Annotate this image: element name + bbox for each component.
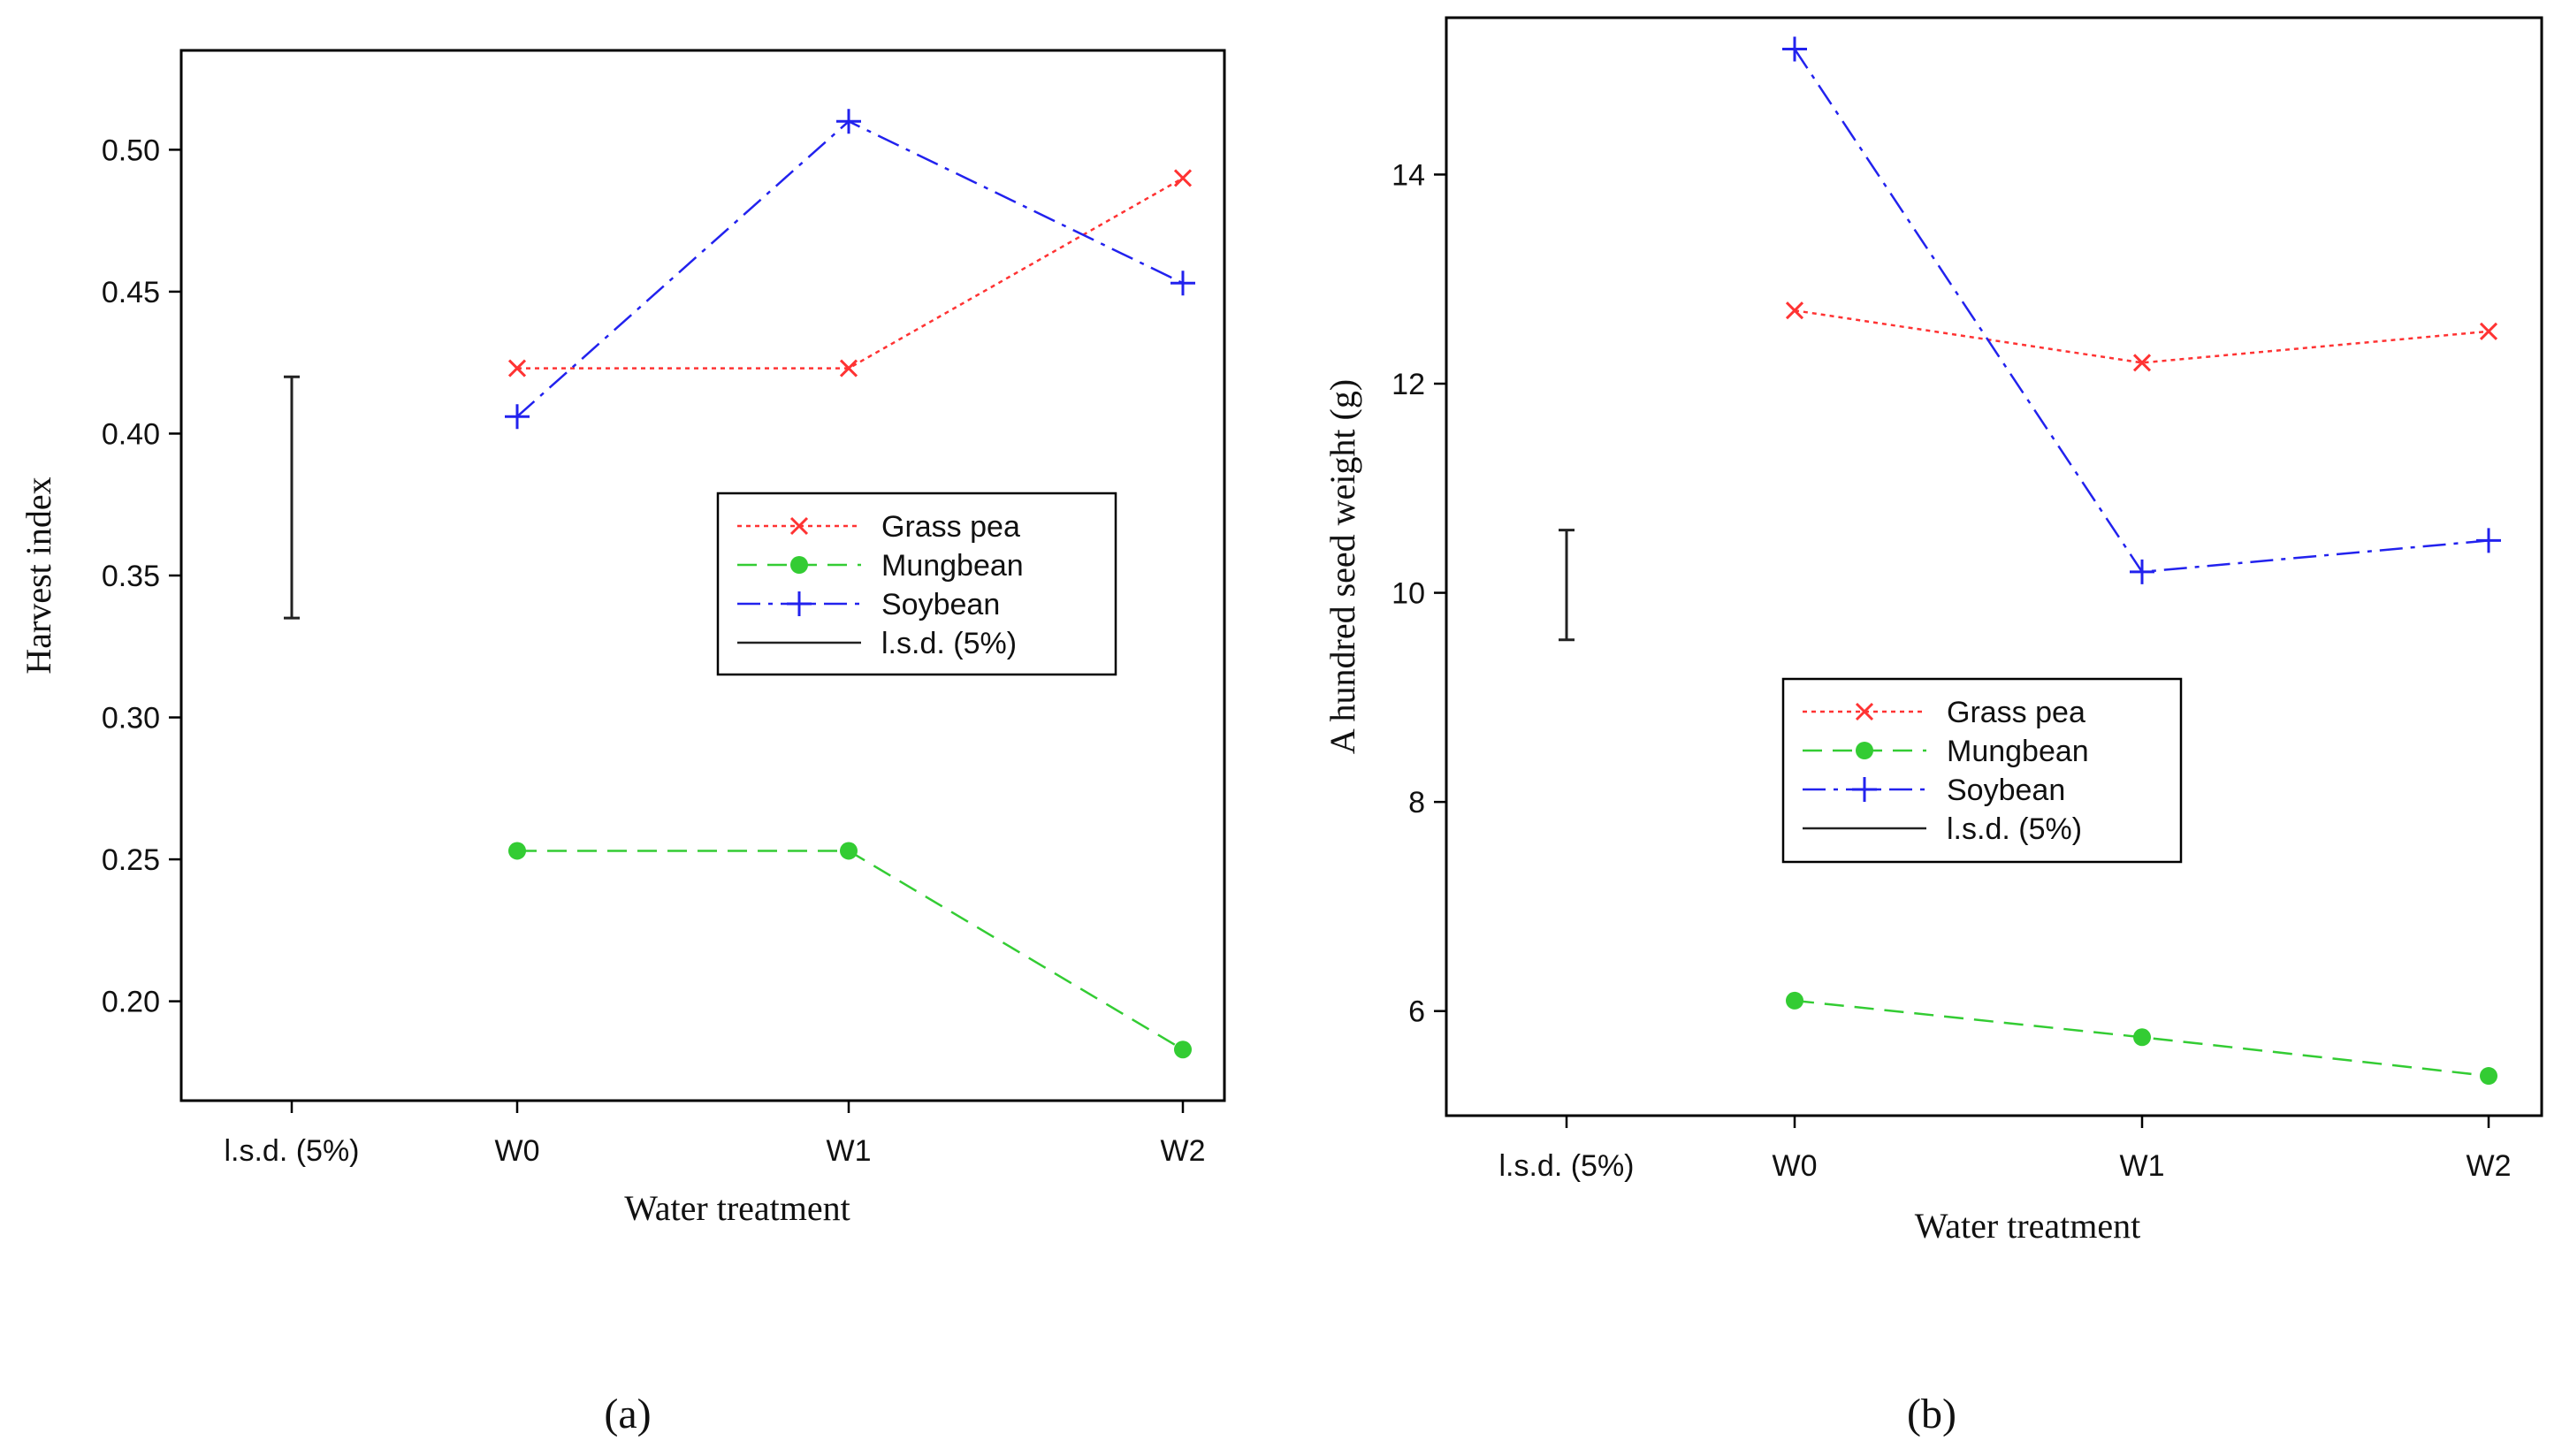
x-tick-label: l.s.d. (5%) (224, 1134, 359, 1168)
data-point (836, 109, 861, 134)
y-tick-label: 6 (1408, 995, 1425, 1029)
data-point (839, 359, 858, 377)
x-axis-title: Water treatment (1915, 1206, 2141, 1246)
y-tick-label: 12 (1392, 368, 1425, 401)
x-tick-label: W1 (2120, 1149, 2165, 1183)
panel-label: (a) (604, 1391, 651, 1437)
legend-label: Grass pea (881, 510, 1020, 544)
y-tick-label: 0.40 (102, 417, 160, 451)
data-point (507, 359, 527, 377)
x-tick-label: l.s.d. (5%) (1498, 1149, 1634, 1183)
legend-marker (787, 591, 812, 616)
legend-marker (1856, 742, 1873, 759)
data-point (1174, 1041, 1192, 1059)
lsd-error-bar (1559, 529, 1575, 642)
data-point (1170, 271, 1195, 296)
legend-label: Mungbean (881, 549, 1024, 583)
data-point (508, 842, 526, 860)
series-line (517, 177, 1184, 370)
series-mungbean (508, 842, 1192, 1059)
data-point (505, 404, 530, 430)
chart-panel-a: 0.20 0.25 0.30 0.35 0.40 0.45 0.50 l.s.d. (5%) W… (19, 49, 1226, 1437)
series-grass-pea (1785, 301, 2498, 372)
series-grass-pea (507, 169, 1193, 377)
data-point (2130, 559, 2154, 584)
legend-label: l.s.d. (5%) (881, 627, 1017, 660)
y-tick-label: 0.20 (102, 986, 160, 1019)
series-soybean (505, 109, 1195, 430)
legend-box (1781, 677, 2183, 864)
y-axis-title: A hundred seed weight (g) (1323, 379, 1362, 754)
y-tick-label: 0.50 (102, 133, 160, 167)
x-axis-title: Water treatment (624, 1188, 850, 1228)
x-tick-label: W0 (1773, 1149, 1818, 1183)
legend: Grass pea Mungbean Soybean l.s.d. (5%) (1781, 677, 2183, 864)
y-axis-title: Harvest index (19, 476, 58, 674)
legend-marker (1855, 702, 1874, 721)
legend-label: Grass pea (1947, 696, 2085, 729)
x-tick-label: W2 (2467, 1149, 2512, 1183)
y-tick-label: 10 (1392, 577, 1425, 611)
series-line (516, 119, 1184, 418)
legend-label: Mungbean (1947, 735, 2089, 768)
data-point (2133, 1028, 2151, 1047)
legend-label: l.s.d. (5%) (1947, 812, 2082, 846)
y-tick-label: 0.25 (102, 843, 160, 877)
data-point (840, 842, 858, 860)
series-line (1793, 48, 2490, 574)
data-point (2479, 322, 2498, 340)
series-soybean (1782, 36, 2501, 584)
x-tick-label: W2 (1161, 1134, 1206, 1168)
data-point (1173, 169, 1193, 187)
data-point (2476, 528, 2501, 553)
legend-box (716, 492, 1117, 676)
y-tick-label: 8 (1408, 786, 1425, 819)
data-point (2132, 354, 2152, 372)
data-point (1785, 301, 1804, 320)
legend-label: Soybean (1947, 774, 2065, 807)
y-tick-label: 14 (1392, 158, 1425, 192)
x-tick-label: W1 (827, 1134, 872, 1168)
legend-label: Soybean (881, 588, 1000, 621)
legend-marker (789, 516, 809, 536)
data-point (1786, 991, 1803, 1010)
plot-frame (1445, 16, 2543, 1117)
y-tick-label: 0.35 (102, 560, 160, 593)
series-mungbean (1786, 991, 2497, 1086)
series-line (1794, 309, 2490, 364)
y-tick-label: 0.45 (102, 276, 160, 309)
legend: Grass pea Mungbean Soybean l.s.d. (5%) (716, 492, 1117, 676)
legend-marker (790, 556, 808, 574)
x-tick-label: W0 (495, 1134, 540, 1168)
y-tick-label: 0.30 (102, 702, 160, 736)
series-line (517, 850, 1184, 1051)
lsd-error-bar (284, 375, 300, 620)
chart-panel-b: 6 8 10 12 14 l.s.d. (5%) W0 W1 W2 Water treatment… (1323, 16, 2543, 1437)
data-point (2480, 1067, 2497, 1086)
panel-label: (b) (1907, 1391, 1956, 1437)
legend-marker (1852, 777, 1877, 802)
data-point (1782, 36, 1807, 62)
